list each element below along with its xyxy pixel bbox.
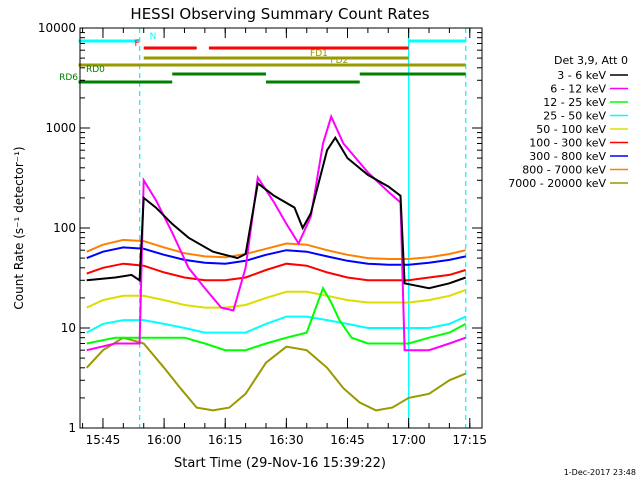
y-tick-label-4: 10000 — [38, 21, 76, 35]
x-tick-label-6: 17:15 — [452, 433, 487, 447]
legend-title: Det 3,9, Att 0 — [554, 54, 628, 67]
legend-label-4: 50 - 100 keV — [536, 123, 606, 136]
series-line-1 — [86, 113, 467, 352]
legend-label-0: 3 - 6 keV — [557, 69, 606, 82]
x-axis-label: Start Time (29-Nov-16 15:39:22) — [174, 456, 386, 471]
series-line-8 — [85, 336, 467, 412]
annotation-label-rd6: RD6 — [59, 73, 78, 83]
x-tick-label-4: 16:45 — [330, 433, 365, 447]
legend-label-1: 6 - 12 keV — [550, 83, 606, 96]
footer-date: 1-Dec-2017 23:48 — [564, 468, 636, 477]
legend-label-7: 800 - 7000 keV — [522, 164, 606, 177]
x-tick-label-3: 16:30 — [269, 433, 304, 447]
legend-label-6: 300 - 800 keV — [529, 150, 606, 163]
annotation-label-n: N — [150, 32, 157, 42]
x-tick-label-5: 17:00 — [391, 433, 426, 447]
series-line-6 — [86, 246, 466, 266]
chart-title: HESSI Observing Summary Count Rates — [130, 5, 429, 23]
series-line-2 — [86, 285, 467, 352]
series-line-7 — [86, 238, 466, 260]
series-line-0 — [86, 135, 467, 290]
axes: 1 10 100 1000 10000 15:45 16:00 16:15 16:30 16:45… — [38, 21, 487, 447]
x-tick-label-1: 16:00 — [147, 433, 182, 447]
y-tick-label-2: 100 — [53, 221, 76, 235]
y-axis-label: Count Rate (s⁻¹ detector⁻¹) — [12, 146, 26, 309]
y-tick-label-3: 1000 — [45, 121, 76, 135]
series-line-3 — [86, 315, 467, 334]
legend-label-3: 25 - 50 keV — [543, 110, 606, 123]
annotation-label-rd0: RD0 — [86, 65, 105, 75]
y-tick-label-0: 1 — [68, 421, 76, 435]
annotation-label-fd2: FD2 — [330, 56, 348, 66]
annotation-label-fd1: FD1 — [310, 49, 328, 59]
legend-label-5: 100 - 300 keV — [529, 137, 606, 150]
x-tick-label-2: 16:15 — [208, 433, 243, 447]
series-line-4 — [86, 289, 467, 309]
legend-label-8: 7000 - 20000 keV — [508, 177, 606, 190]
annotation-label-f: F — [135, 39, 140, 49]
plot-frame — [79, 27, 483, 429]
legend-label-2: 12 - 25 keV — [543, 96, 606, 109]
x-tick-label-0: 15:45 — [86, 433, 121, 447]
y-tick-label-1: 10 — [61, 321, 76, 335]
